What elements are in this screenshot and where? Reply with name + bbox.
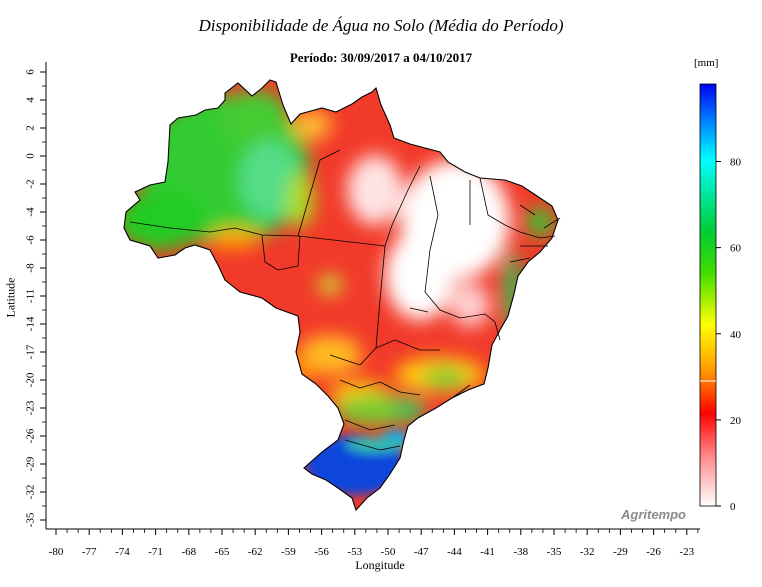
y-tick-label: 2: [25, 125, 37, 131]
y-axis-label: Latitude: [3, 277, 18, 318]
map-title: Disponibilidade de Água no Solo (Média d…: [198, 16, 564, 35]
y-tick-label: -26: [25, 428, 37, 443]
period-subtitle: Período: 30/09/2017 a 04/10/2017: [289, 50, 473, 65]
x-tick-label: -29: [613, 546, 628, 558]
x-tick-label: -44: [447, 546, 462, 558]
colorbar-tick-label: 80: [730, 157, 742, 169]
y-tick-label: -20: [25, 372, 37, 387]
colorbar-unit: [mm]: [694, 57, 719, 69]
x-axis-ticks: -80 -77 -74 -71 -68 -65 -62 -59 -56 -53 -50 -47 -44 -…: [49, 529, 699, 558]
y-tick-label: -17: [25, 344, 37, 359]
y-tick-label: -2: [25, 179, 37, 188]
y-tick-label: -23: [25, 400, 37, 415]
brazil-soil-water-map: [123, 79, 561, 511]
y-tick-label: -29: [25, 456, 37, 471]
colorbar-tick-label: 40: [730, 329, 742, 341]
y-tick-label: -32: [25, 485, 37, 500]
y-tick-label: -35: [25, 512, 37, 527]
y-tick-label: -11: [25, 289, 37, 303]
colorbar-tick-label: 20: [730, 415, 742, 427]
colorbar-tick-label: 60: [730, 243, 742, 255]
y-tick-label: -8: [25, 263, 37, 273]
x-axis-label: Longitude: [355, 558, 405, 572]
x-tick-label: -59: [281, 546, 296, 558]
agritempo-logo: Agritempo: [621, 507, 686, 522]
x-tick-label: -35: [547, 546, 562, 558]
y-tick-label: 6: [25, 69, 37, 75]
y-tick-label: 4: [25, 97, 37, 103]
x-tick-label: -71: [148, 546, 163, 558]
x-tick-label: -47: [414, 546, 429, 558]
colorbar-tick-label: 0: [730, 501, 736, 513]
y-tick-label: 0: [25, 153, 37, 159]
x-tick-label: -80: [49, 546, 64, 558]
x-tick-label: -38: [513, 546, 528, 558]
colorbar: 80 60 40 20 0: [699, 83, 742, 513]
x-tick-label: -41: [480, 546, 495, 558]
x-tick-label: -26: [646, 546, 661, 558]
x-tick-label: -23: [679, 546, 694, 558]
x-tick-label: -32: [580, 546, 595, 558]
x-tick-label: -74: [115, 546, 130, 558]
x-tick-label: -56: [314, 546, 329, 558]
y-tick-label: -6: [25, 235, 37, 245]
x-tick-label: -77: [82, 546, 97, 558]
y-tick-label: -4: [25, 207, 37, 217]
y-tick-label: -14: [25, 316, 37, 331]
x-tick-label: -50: [381, 546, 396, 558]
y-axis-ticks: 6 4 2 0 -2 -4 -6 -8 -11 -14 -17 -20 -23 -26 -29 -32 -35: [25, 69, 46, 527]
x-tick-label: -62: [248, 546, 263, 558]
x-tick-label: -68: [181, 546, 196, 558]
x-tick-label: -53: [347, 546, 362, 558]
x-tick-label: -65: [215, 546, 230, 558]
